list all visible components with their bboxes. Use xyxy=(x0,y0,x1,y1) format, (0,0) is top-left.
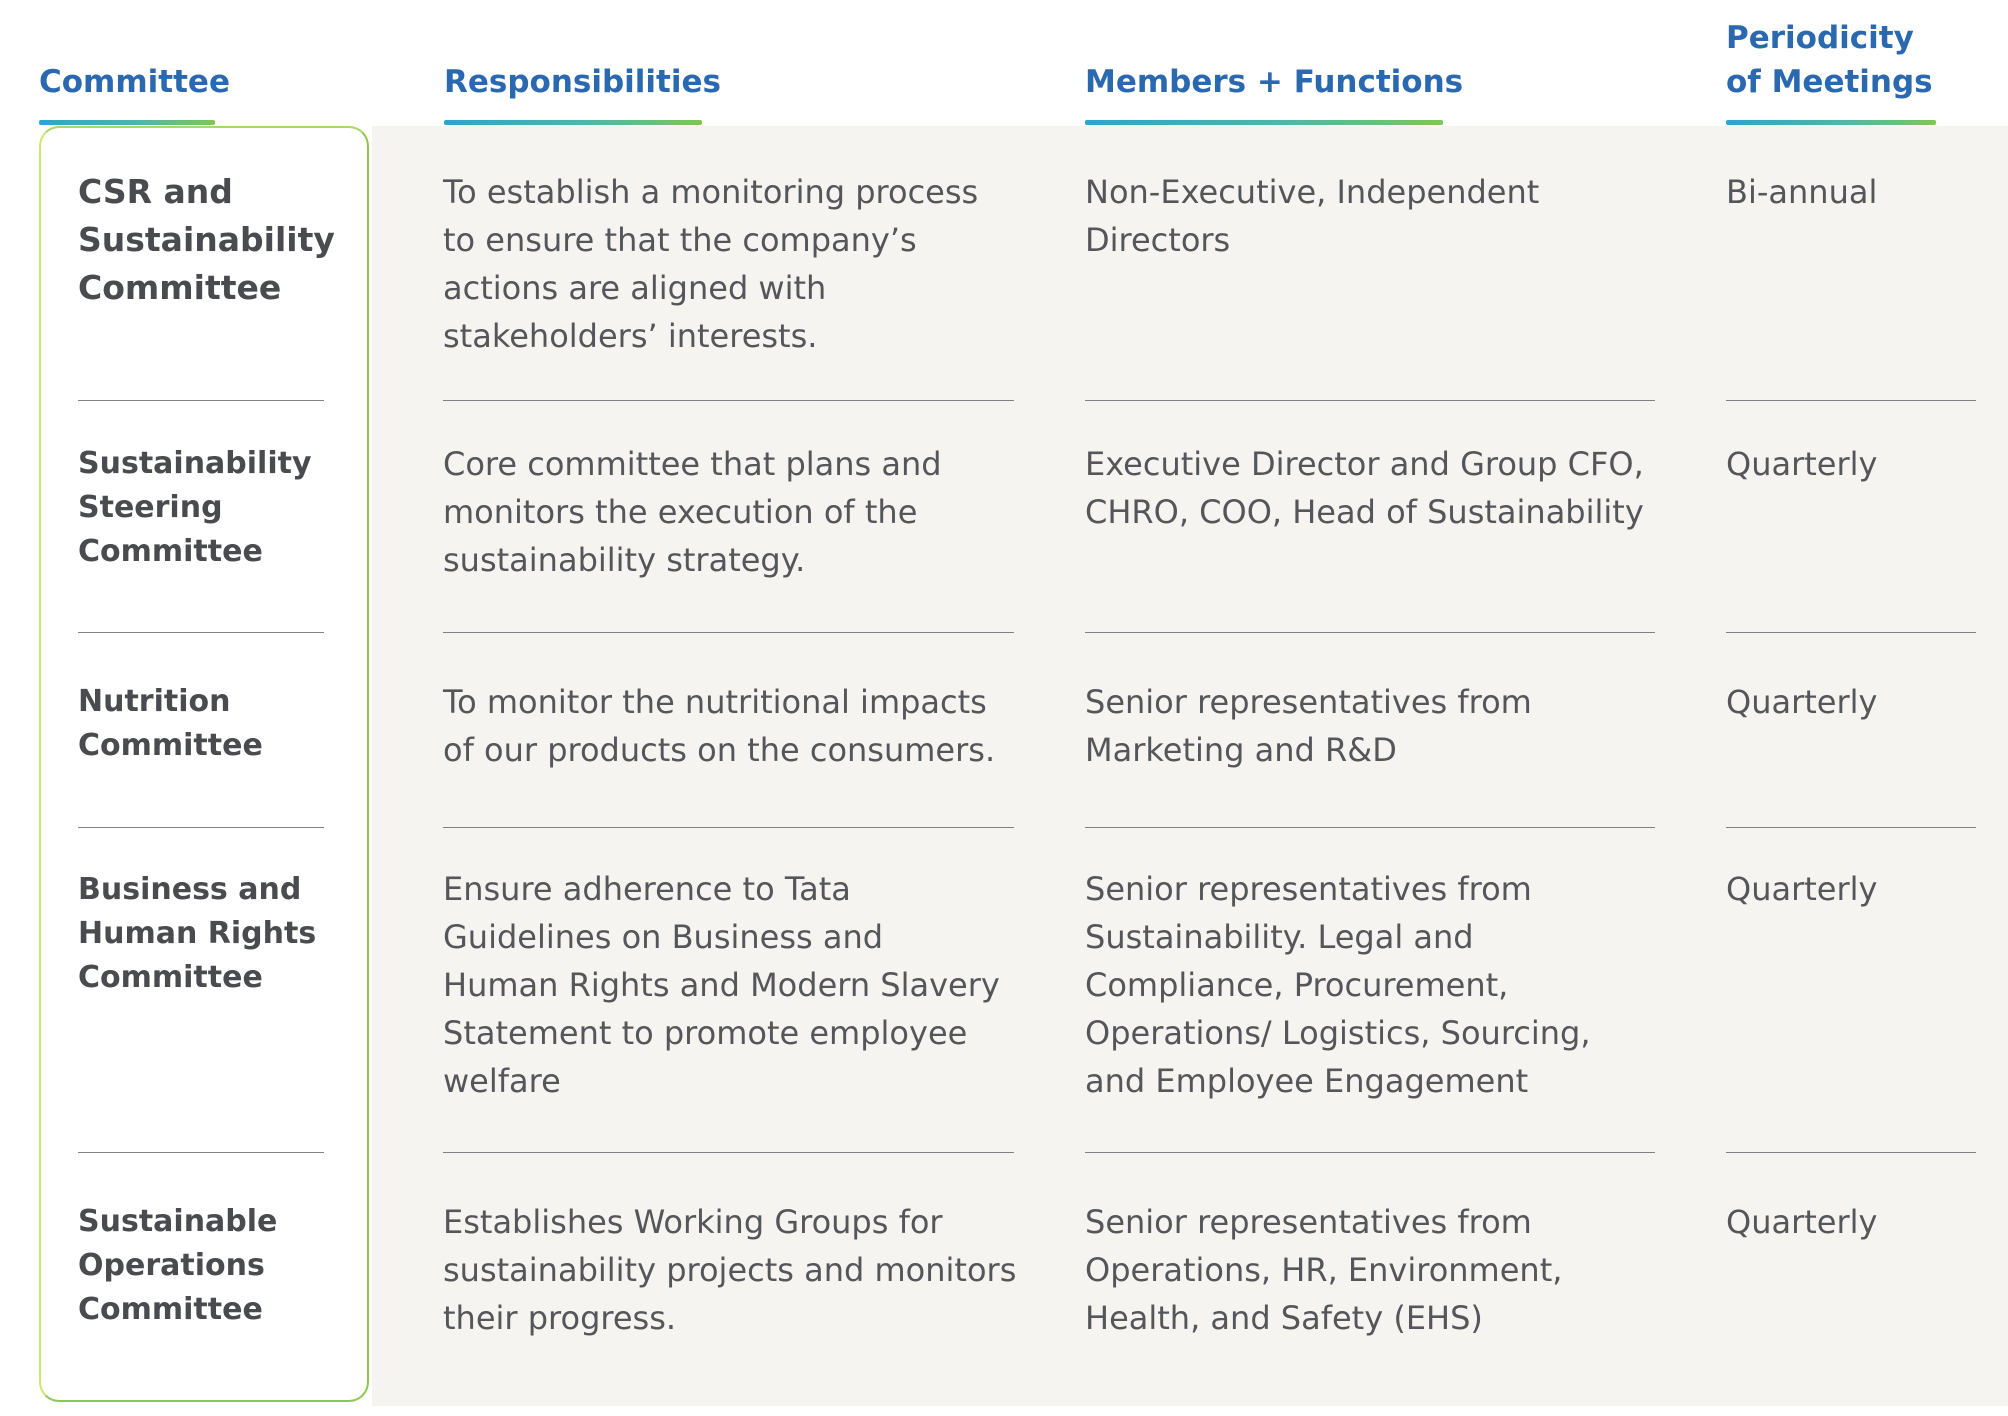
row-4-divider-members xyxy=(1085,1152,1655,1153)
row-3-periodicity: Quarterly xyxy=(1726,683,1878,721)
header-periodicity: Periodicity of Meetings xyxy=(1726,20,1933,100)
row-2-periodicity: Quarterly xyxy=(1726,445,1878,483)
row-4-divider-responsibilities xyxy=(443,1152,1014,1153)
row-5-responsibilities: Establishes Working Groups for sustainab… xyxy=(443,1203,1017,1337)
header-periodicity-underline xyxy=(1726,120,1936,125)
row-1-periodicity: Bi-annual xyxy=(1726,173,1878,211)
row-1-divider-committee xyxy=(78,400,324,401)
row-2-members: Executive Director and Group CFO, CHRO, … xyxy=(1085,445,1644,531)
row-3-responsibilities: To monitor the nutritional impacts of ou… xyxy=(443,683,996,769)
row-2-committee: Sustainability Steering Committee xyxy=(78,446,312,569)
row-3-divider-committee xyxy=(78,827,324,828)
header-responsibilities: Responsibilities xyxy=(444,64,721,100)
row-1-members: Non-Executive, Independent Directors xyxy=(1085,173,1540,259)
header-committee-underline xyxy=(39,120,215,125)
header-committee: Committee xyxy=(39,64,230,100)
header-members: Members + Functions xyxy=(1085,64,1464,100)
row-4-divider-periodicity xyxy=(1726,1152,1976,1153)
committee-column-box xyxy=(39,126,369,1402)
row-4-members: Senior representatives from Sustainabili… xyxy=(1085,870,1591,1100)
row-2-divider-committee xyxy=(78,632,324,633)
row-2-divider-members xyxy=(1085,632,1655,633)
row-3-divider-members xyxy=(1085,827,1655,828)
row-1-committee: CSR and Sustainability Committee xyxy=(78,172,335,307)
header-members-underline xyxy=(1085,120,1443,125)
row-3-divider-responsibilities xyxy=(443,827,1014,828)
row-2-divider-responsibilities xyxy=(443,632,1014,633)
row-5-committee: Sustainable Operations Committee xyxy=(78,1204,278,1327)
row-1-divider-responsibilities xyxy=(443,400,1014,401)
row-4-periodicity: Quarterly xyxy=(1726,870,1878,908)
row-3-members: Senior representatives from Marketing an… xyxy=(1085,683,1532,769)
header-responsibilities-underline xyxy=(444,120,702,125)
row-4-responsibilities: Ensure adherence to Tata Guidelines on B… xyxy=(443,870,1000,1100)
row-3-divider-periodicity xyxy=(1726,827,1976,828)
row-4-committee: Business and Human Rights Committee xyxy=(78,872,317,995)
row-2-divider-periodicity xyxy=(1726,632,1976,633)
row-4-divider-committee xyxy=(78,1152,324,1153)
table-body-panel xyxy=(372,126,2008,1406)
row-1-divider-members xyxy=(1085,400,1655,401)
row-5-members: Senior representatives from Operations, … xyxy=(1085,1203,1563,1337)
row-2-responsibilities: Core committee that plans and monitors t… xyxy=(443,445,942,579)
row-1-divider-periodicity xyxy=(1726,400,1976,401)
row-5-periodicity: Quarterly xyxy=(1726,1203,1878,1241)
row-3-committee: Nutrition Committee xyxy=(78,684,263,763)
row-1-responsibilities: To establish a monitoring process to ens… xyxy=(443,173,979,355)
